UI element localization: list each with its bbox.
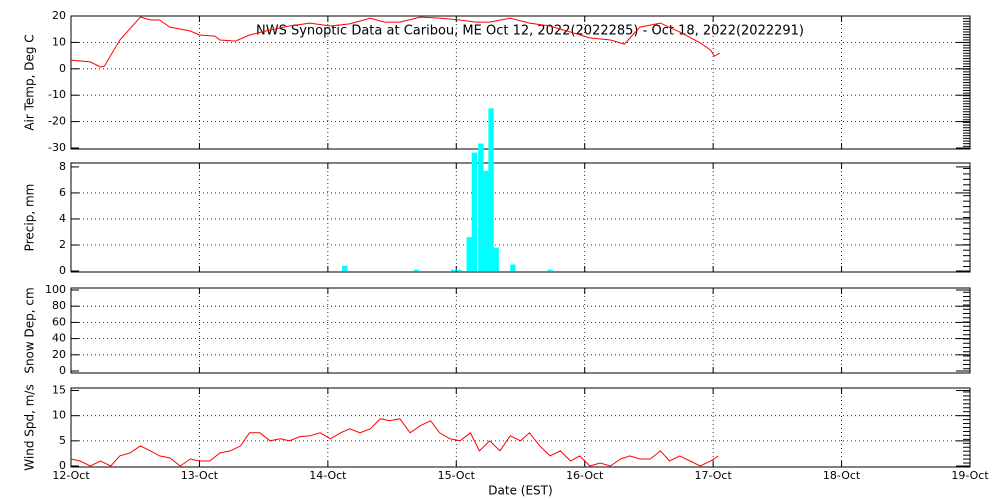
x-tick-label: 19-Oct [951,469,989,482]
plot-frame [70,162,971,273]
y-tick-label: 0 [59,264,66,277]
y-tick-label: 60 [52,315,66,328]
y-axis-label: Precip, mm [23,184,37,252]
bar [451,269,457,271]
y-tick-label: 4 [59,212,66,225]
y-tick-label: -20 [48,115,66,128]
y-tick-label: -10 [48,88,66,101]
x-tick-label: 14-Oct [309,469,347,482]
bar [471,152,478,271]
x-tick-label: 15-Oct [438,469,476,482]
bar [547,269,553,271]
x-tick-label: 18-Oct [823,469,861,482]
bar [413,269,420,271]
y-tick-label: 10 [52,35,66,48]
x-tick-label: 12-Oct [52,469,90,482]
y-tick-label: 20 [52,9,66,22]
bar [456,269,462,271]
y-axis-label: Snow Dep, cm [23,287,37,373]
bar [466,237,472,271]
bar [341,265,348,271]
y-tick-label: -30 [48,141,66,154]
bar [488,108,494,271]
y-tick-label: 8 [59,160,66,173]
y-tick-label: 0 [59,364,66,377]
bar [478,143,484,271]
plot-frame [70,287,971,374]
data-line [70,16,720,68]
y-tick-label: 2 [59,238,66,251]
y-tick-label: 0 [59,62,66,75]
y-tick-label: 20 [52,348,66,361]
x-axis-label: Date (EST) [488,484,552,498]
y-tick-label: 5 [59,434,66,447]
y-tick-label: 6 [59,186,66,199]
data-line [70,418,719,467]
plot-frame [70,387,971,468]
y-tick-label: 10 [52,409,66,422]
y-axis-label: Wind Spd, m/s [23,384,37,470]
y-axis-label: Air Temp, Deg C [23,34,37,130]
x-tick-label: 17-Oct [694,469,732,482]
bar [510,264,516,271]
chart-title: NWS Synoptic Data at Caribou, ME Oct 12,… [256,24,804,39]
y-tick-label: 100 [45,283,66,296]
x-tick-label: 13-Oct [181,469,219,482]
y-tick-label: 80 [52,299,66,312]
x-tick-label: 16-Oct [566,469,604,482]
y-tick-label: 0 [59,459,66,472]
bar [493,247,499,271]
bar [483,170,489,271]
y-tick-label: 15 [52,384,66,397]
y-tick-label: 40 [52,332,66,345]
